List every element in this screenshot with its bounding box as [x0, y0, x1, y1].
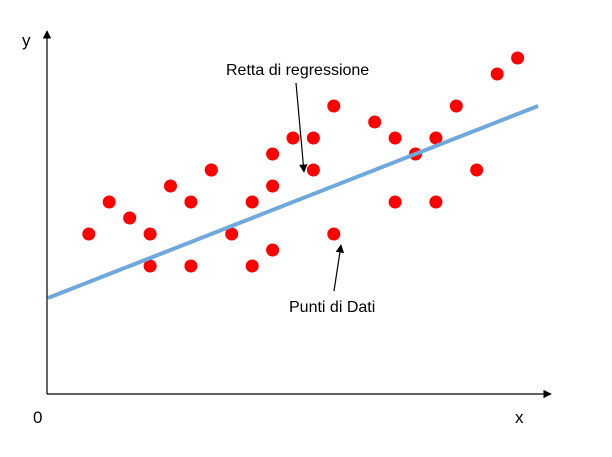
origin-label: 0	[33, 408, 43, 427]
data-point	[490, 67, 504, 81]
data-point	[143, 259, 157, 273]
data-point	[306, 163, 320, 177]
data-point	[184, 195, 198, 209]
data-point	[306, 131, 320, 145]
data-point	[184, 259, 198, 273]
data-point	[470, 163, 484, 177]
data-point	[388, 195, 402, 209]
data-point	[327, 227, 341, 241]
data-points-group	[82, 51, 525, 273]
data-point	[123, 211, 137, 225]
data-point	[164, 179, 177, 193]
data-points-pointer	[333, 244, 345, 292]
data-point	[266, 243, 280, 257]
data-point	[429, 195, 443, 209]
data-point	[449, 99, 463, 113]
data-point	[102, 195, 116, 209]
x-axis-label: x	[515, 408, 524, 427]
regression-line-label: Retta di regressione	[226, 62, 370, 79]
regression-line-pointer	[295, 82, 308, 173]
data-point	[266, 147, 280, 161]
data-point	[245, 259, 259, 273]
data-point	[368, 115, 382, 129]
data-point	[388, 131, 402, 145]
data-point	[82, 227, 96, 241]
data-point	[266, 179, 280, 193]
data-point	[225, 227, 239, 241]
data-point	[327, 99, 341, 113]
data-point	[286, 131, 300, 145]
data-points-label: Punti di Dati	[289, 299, 376, 316]
y-axis-label: y	[22, 31, 31, 50]
regression-line	[47, 104, 539, 300]
data-point	[511, 51, 525, 65]
data-point	[143, 227, 157, 241]
data-point	[429, 131, 443, 145]
data-point	[245, 195, 259, 209]
data-point	[204, 163, 218, 177]
